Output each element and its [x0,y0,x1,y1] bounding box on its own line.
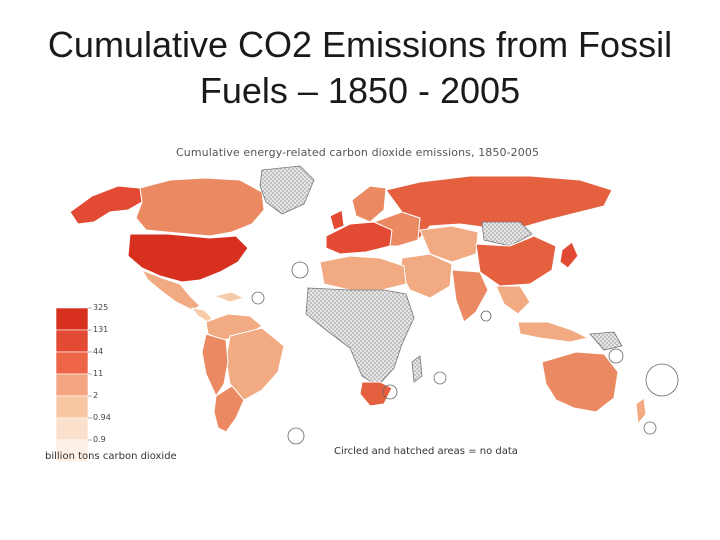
southeast-asia-region [495,285,531,315]
russia-region [385,175,613,242]
no-data-note: Circled and hatched areas = no data [334,446,518,457]
legend-tick-label: 44 [93,347,104,356]
usa-region [127,233,249,283]
mongolia-region [481,221,533,247]
legend-swatch [55,351,89,375]
legend-tick-label: 0.9 [93,435,106,444]
mexico-region [140,268,201,311]
legend-color-bar [55,307,92,463]
uk-region [329,209,345,231]
legend-swatch [55,373,89,397]
map-title: Cumulative energy-related carbon dioxide… [176,146,540,159]
greenland-region [259,165,315,215]
japan-region [559,241,579,269]
legend-swatch [55,439,89,463]
legend-tick-label: 0.94 [93,413,111,422]
legend-tick-label: 131 [93,325,109,334]
andes-region [201,333,229,398]
middle-east-region [399,253,453,299]
no-data-circle-south-atlantic [287,427,305,445]
legend-swatch [55,329,89,353]
legend-swatch [55,417,89,441]
no-data-circle-pacific-1 [645,363,679,397]
new-zealand-region [635,397,647,426]
indonesia-region [517,321,590,343]
legend-swatch [55,307,89,331]
legend-tick-label: 2 [93,391,99,400]
alaska-region [69,185,143,225]
legend-tick-label: 11 [93,369,104,378]
australia-region [541,351,619,413]
no-data-circle-pacific-2 [608,348,624,364]
caribbean-region [212,291,246,303]
india-region [451,269,489,323]
no-data-circle-southeast-asia [480,310,492,322]
sub-saharan-africa-region [305,287,415,387]
no-data-circle-atlantic [291,261,309,279]
madagascar-region [411,355,423,383]
north-africa-region [319,255,407,291]
scandinavia-region [351,185,387,223]
slide-title: Cumulative CO2 Emissions from Fossil Fue… [0,22,720,114]
legend-tick-label: 325 [93,303,109,312]
no-data-circle-caribbean [251,291,265,305]
legend-swatch [55,395,89,419]
legend-unit: billion tons carbon dioxide [45,451,177,462]
canada-region [135,177,265,237]
central-america-region [190,307,213,323]
china-region [475,235,557,287]
slide-title-line-1: Cumulative CO2 Emissions from Fossil [47,24,673,65]
slide-title-line-2: Fuels – 1850 - 2005 [199,70,521,111]
no-data-circle-south-africa [382,384,398,400]
no-data-circle-indian-ocean [433,371,447,385]
argentina-chile-region [213,385,245,433]
no-data-circle-south-pacific [643,421,657,435]
papua-region [589,331,623,351]
